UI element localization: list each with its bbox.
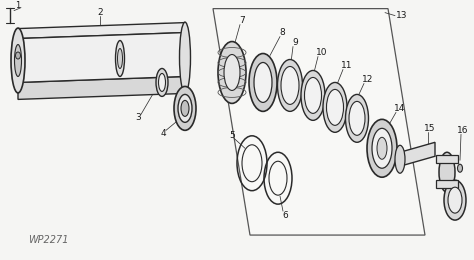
Polygon shape bbox=[436, 180, 458, 188]
Text: 13: 13 bbox=[396, 11, 408, 20]
Ellipse shape bbox=[301, 70, 325, 120]
Polygon shape bbox=[213, 9, 425, 235]
Text: 12: 12 bbox=[362, 75, 374, 84]
Text: 14: 14 bbox=[394, 104, 406, 113]
Ellipse shape bbox=[15, 44, 21, 76]
Ellipse shape bbox=[346, 94, 368, 142]
Ellipse shape bbox=[16, 52, 20, 59]
Text: 1: 1 bbox=[15, 1, 21, 10]
Ellipse shape bbox=[277, 60, 302, 111]
Text: 11: 11 bbox=[341, 61, 353, 70]
Ellipse shape bbox=[249, 54, 277, 111]
Ellipse shape bbox=[448, 187, 462, 213]
Ellipse shape bbox=[180, 22, 191, 93]
Polygon shape bbox=[18, 32, 185, 82]
Polygon shape bbox=[18, 76, 185, 99]
Ellipse shape bbox=[377, 137, 387, 159]
Ellipse shape bbox=[349, 101, 365, 135]
Ellipse shape bbox=[224, 55, 240, 90]
Ellipse shape bbox=[457, 164, 463, 172]
Polygon shape bbox=[18, 23, 185, 38]
Polygon shape bbox=[400, 142, 435, 166]
Ellipse shape bbox=[158, 74, 165, 92]
Text: 16: 16 bbox=[457, 126, 469, 135]
Ellipse shape bbox=[174, 86, 196, 130]
Ellipse shape bbox=[439, 152, 455, 192]
Ellipse shape bbox=[118, 49, 122, 68]
Ellipse shape bbox=[444, 180, 466, 220]
Ellipse shape bbox=[181, 100, 189, 116]
Ellipse shape bbox=[218, 42, 246, 103]
Ellipse shape bbox=[156, 68, 168, 96]
Text: 7: 7 bbox=[239, 16, 245, 25]
Text: 15: 15 bbox=[424, 124, 436, 133]
Text: 2: 2 bbox=[97, 8, 103, 17]
Text: 4: 4 bbox=[160, 129, 166, 138]
Ellipse shape bbox=[178, 94, 192, 122]
Text: 5: 5 bbox=[229, 131, 235, 140]
Text: WP2271: WP2271 bbox=[28, 235, 69, 245]
Ellipse shape bbox=[281, 67, 299, 105]
Ellipse shape bbox=[367, 119, 397, 177]
Text: 3: 3 bbox=[135, 113, 141, 122]
Ellipse shape bbox=[323, 82, 347, 132]
Text: 6: 6 bbox=[282, 211, 288, 220]
Ellipse shape bbox=[395, 145, 405, 173]
Text: 9: 9 bbox=[292, 38, 298, 47]
Text: 10: 10 bbox=[316, 48, 328, 57]
Ellipse shape bbox=[116, 41, 125, 76]
Polygon shape bbox=[436, 155, 458, 163]
Ellipse shape bbox=[372, 128, 392, 168]
Ellipse shape bbox=[254, 62, 272, 102]
Text: 8: 8 bbox=[279, 28, 285, 37]
Ellipse shape bbox=[327, 89, 344, 125]
Ellipse shape bbox=[11, 28, 25, 93]
Ellipse shape bbox=[304, 77, 321, 113]
